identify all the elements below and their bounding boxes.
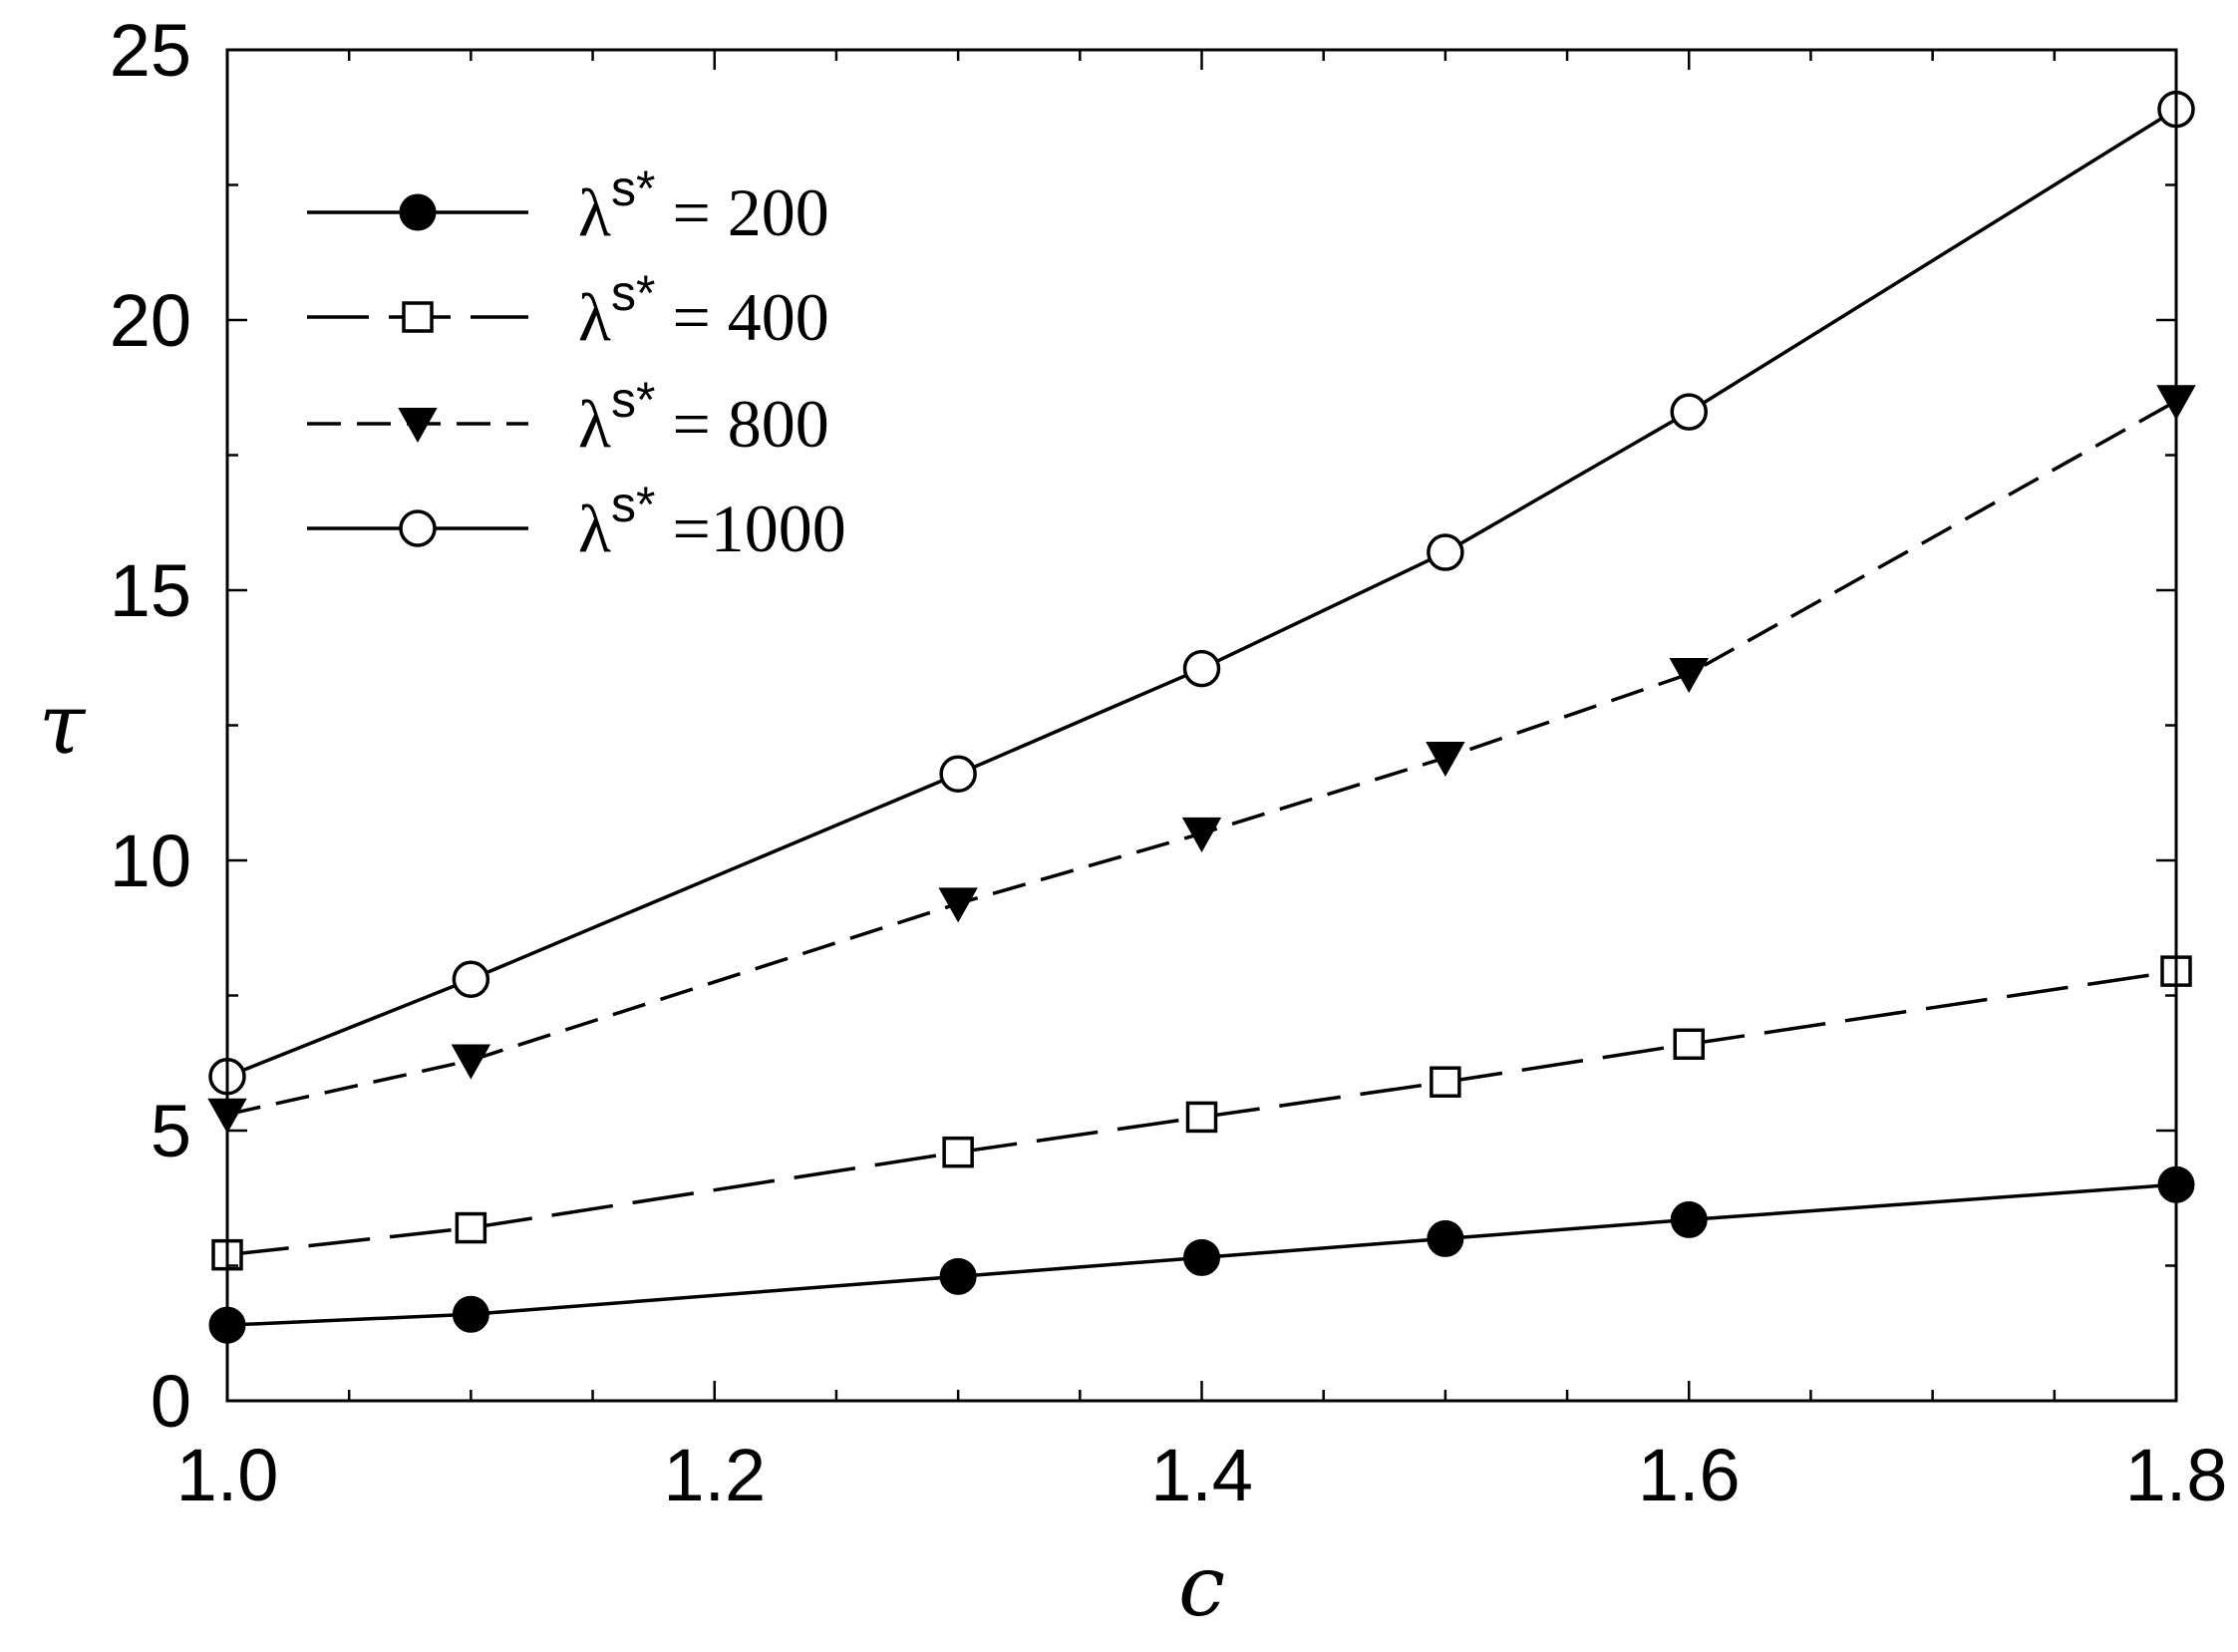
legend-marker-4 (399, 509, 437, 547)
x-tick-label: 1.6 (1638, 1434, 1741, 1516)
data-point-s3-4 (1181, 817, 1222, 852)
data-point-s1-5 (1427, 1219, 1464, 1257)
legend-label-3: λs* = 800 (578, 372, 829, 462)
data-point-s3-2 (451, 1044, 491, 1080)
series-line-3 (226, 399, 2177, 1117)
x-tick-label: 1.0 (176, 1434, 279, 1516)
data-point-s4-3 (939, 755, 977, 794)
data-point-s1-2 (452, 1295, 489, 1333)
data-point-s4-2 (452, 960, 490, 998)
series-markers (207, 90, 2196, 1344)
legend-marker-2 (402, 301, 434, 333)
y-tick-labels: 0 5 10 15 20 25 (110, 9, 191, 1443)
x-tick-label: 1.2 (663, 1434, 766, 1516)
data-point-s2-2 (455, 1211, 487, 1244)
y-tick-label: 5 (151, 1090, 191, 1172)
x-tick-labels: 1.0 1.2 1.4 1.6 1.8 (176, 1434, 2228, 1516)
data-point-s2-3 (942, 1136, 974, 1168)
data-point-s4-5 (1427, 533, 1464, 571)
y-tick-label: 25 (110, 9, 191, 92)
data-point-s3-5 (1426, 742, 1465, 778)
legend-marker-3 (398, 408, 438, 444)
series-line-4 (226, 108, 2177, 1079)
data-point-s1-6 (1670, 1200, 1708, 1238)
plot-frame (225, 48, 2178, 1403)
data-point-s4-6 (1670, 393, 1708, 431)
series-lines (226, 108, 2177, 1327)
data-point-s4-4 (1182, 649, 1221, 688)
y-tick-label: 0 (151, 1360, 191, 1443)
legend-label-1: λs* = 200 (578, 161, 829, 250)
data-point-s2-5 (1430, 1066, 1461, 1098)
data-point-s3-3 (938, 887, 978, 923)
legend: λs* = 200 λs* = 400 λs* = 800 λs* =1000 (307, 161, 846, 566)
x-tick-label: 1.8 (2125, 1434, 2228, 1516)
y-tick-label: 10 (110, 820, 191, 902)
data-point-s1-4 (1183, 1238, 1220, 1276)
legend-marker-1 (399, 193, 437, 231)
x-tick-label: 1.4 (1150, 1434, 1253, 1516)
legend-label-4: λs* =1000 (578, 477, 846, 566)
y-tick-label: 15 (110, 549, 191, 632)
axis-ticks (225, 48, 2178, 1403)
data-point-s2-4 (1185, 1101, 1218, 1134)
legend-label-2: λs* = 400 (578, 265, 829, 355)
data-point-s1-3 (939, 1257, 977, 1295)
data-point-s2-6 (1673, 1028, 1705, 1061)
x-axis-title: c (1178, 1537, 1225, 1635)
data-point-s3-6 (1669, 658, 1709, 694)
y-axis-title: τ (39, 676, 87, 774)
y-tick-label: 20 (110, 279, 191, 362)
